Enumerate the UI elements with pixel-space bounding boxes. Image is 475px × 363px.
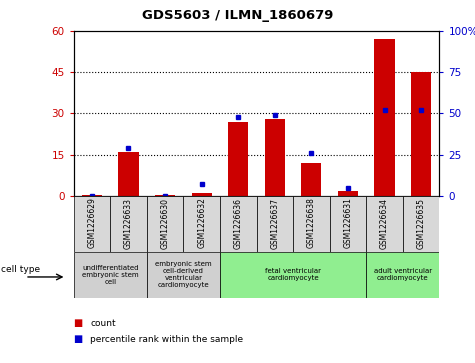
Bar — [338, 191, 358, 196]
Bar — [147, 196, 183, 252]
Bar — [183, 196, 220, 252]
Bar — [301, 163, 322, 196]
Bar — [82, 195, 102, 196]
Text: count: count — [90, 319, 116, 327]
Bar — [118, 152, 139, 196]
Text: GSM1226636: GSM1226636 — [234, 197, 243, 249]
Bar — [403, 196, 439, 252]
Bar — [256, 196, 293, 252]
Bar — [366, 252, 439, 298]
Text: ■: ■ — [74, 318, 83, 328]
Text: percentile rank within the sample: percentile rank within the sample — [90, 335, 243, 344]
Text: GSM1226637: GSM1226637 — [270, 197, 279, 249]
Bar — [155, 195, 175, 196]
Text: GSM1226630: GSM1226630 — [161, 197, 170, 249]
Bar — [74, 196, 110, 252]
Text: GSM1226634: GSM1226634 — [380, 197, 389, 249]
Bar — [366, 196, 403, 252]
Text: GSM1226638: GSM1226638 — [307, 197, 316, 248]
Text: cell type: cell type — [1, 265, 40, 274]
Text: GSM1226631: GSM1226631 — [343, 197, 352, 248]
Text: GSM1226629: GSM1226629 — [87, 197, 96, 248]
Bar — [411, 72, 431, 196]
Text: fetal ventricular
cardiomyocyte: fetal ventricular cardiomyocyte — [265, 269, 321, 281]
Bar — [330, 196, 366, 252]
Bar — [147, 252, 220, 298]
Bar — [374, 39, 395, 196]
Bar — [220, 252, 366, 298]
Bar — [191, 193, 212, 196]
Text: embryonic stem
cell-derived
ventricular
cardiomyocyte: embryonic stem cell-derived ventricular … — [155, 261, 212, 289]
Bar — [220, 196, 256, 252]
Bar — [74, 252, 147, 298]
Text: undifferentiated
embryonic stem
cell: undifferentiated embryonic stem cell — [82, 265, 139, 285]
Bar — [228, 122, 248, 196]
Bar — [110, 196, 147, 252]
Text: GSM1226635: GSM1226635 — [417, 197, 426, 249]
Text: GSM1226632: GSM1226632 — [197, 197, 206, 248]
Bar — [293, 196, 330, 252]
Text: ■: ■ — [74, 334, 83, 344]
Text: adult ventricular
cardiomyocyte: adult ventricular cardiomyocyte — [374, 269, 432, 281]
Text: GSM1226633: GSM1226633 — [124, 197, 133, 249]
Text: GDS5603 / ILMN_1860679: GDS5603 / ILMN_1860679 — [142, 9, 333, 22]
Bar — [265, 119, 285, 196]
